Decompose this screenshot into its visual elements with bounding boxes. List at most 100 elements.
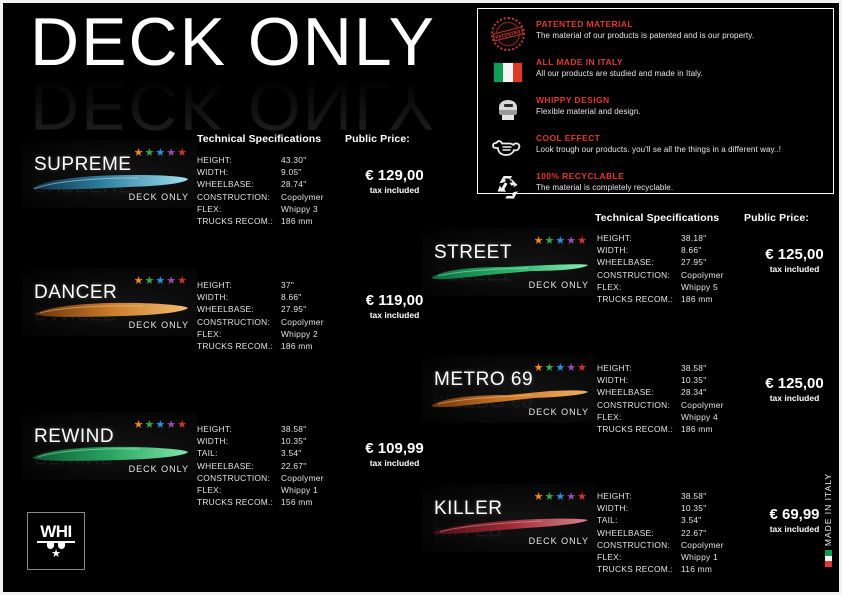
star-icon: ★ — [177, 419, 187, 431]
star-icon: ★ — [577, 235, 587, 247]
deck-illustration — [428, 385, 590, 411]
spec-row: CONSTRUCTION: Copolymer — [597, 539, 724, 550]
spec-table: HEIGHT: 38.58" WIDTH: 10.35" TAIL: 3.54" WH… — [597, 490, 724, 575]
feature-title: WHIPPY DESIGN — [536, 95, 610, 105]
left-specs-heading: Technical Specifications — [197, 133, 322, 145]
price-note: tax included — [769, 393, 820, 403]
price-value: € 125,00 — [765, 375, 824, 392]
rating-stars: ★ ★ ★ ★ ★ — [134, 276, 187, 287]
right-price-heading: Public Price: — [744, 212, 809, 224]
rating-stars: ★ ★ ★ ★ ★ — [134, 148, 187, 159]
logo-bar — [37, 541, 75, 543]
feature-title: COOL EFFECT — [536, 133, 601, 143]
star-icon: ★ — [555, 235, 566, 247]
spec-row: HEIGHT: 37" — [197, 280, 295, 290]
price-block: € 125,00 tax included — [742, 246, 842, 274]
feature-description: Flexible material and design. — [536, 107, 641, 116]
star-icon: ★ — [144, 275, 155, 287]
star-icon: ★ — [144, 147, 155, 159]
feature-item-made-in-italy: ALL MADE IN ITALY All our products are s… — [488, 56, 823, 88]
spec-table: HEIGHT: 38.58" WIDTH: 10.35" TAIL: 3.54" WH… — [197, 423, 324, 508]
price-block: € 125,00 tax included — [742, 375, 842, 403]
star-icon: ★ — [544, 235, 555, 247]
spec-row: CONSTRUCTION: Copolymer — [597, 399, 724, 410]
deck-illustration — [28, 298, 190, 324]
star-icon: ★ — [155, 275, 166, 287]
feature-item-recyclable: 100% RECYCLABLE The material is complete… — [488, 170, 823, 202]
spec-row: TRUCKS RECOM.: 156 mm — [197, 497, 313, 508]
deck-only-label: DECK ONLY — [528, 280, 589, 290]
spec-row: WIDTH: 9.05" — [197, 167, 302, 178]
deck-only-label: DECK ONLY — [528, 536, 589, 546]
star-icon: ★ — [166, 275, 177, 287]
spec-row: HEIGHT: 38.58" — [197, 424, 307, 434]
product-artwork: STREET STREET ★★★★★ DECK ONLY — [422, 228, 597, 296]
spec-table: HEIGHT: 38.18" WIDTH: 8.66" WHEELBASE: 27.9… — [597, 232, 724, 305]
star-icon: ★ — [144, 419, 155, 431]
price-value: € 125,00 — [765, 246, 824, 263]
product-artwork: REWIND REWIND ★★★★★ DECK ONLY — [22, 412, 197, 480]
right-specs-heading: Technical Specifications — [595, 212, 720, 224]
spec-row: TRUCKS RECOM.: 186 mm — [197, 341, 313, 352]
star-icon: ★ — [544, 362, 555, 374]
spec-row: FLEX: Whippy 1 — [197, 485, 318, 496]
product-name: REWIND — [34, 426, 115, 447]
star-icon: ★ — [544, 491, 555, 503]
star-icon: ★ — [555, 491, 566, 503]
spec-row: FLEX: Whippy 4 — [597, 411, 718, 422]
star-icon: ★ — [577, 362, 587, 374]
spec-row: WHEELBASE: 22.67" — [597, 527, 707, 538]
feature-description: The material is completely recyclable. — [536, 183, 674, 192]
price-block: € 119,00 tax included — [342, 292, 447, 320]
star-icon: ★ — [566, 491, 577, 503]
price-block: € 69,99 tax included — [742, 506, 842, 534]
product-artwork: KILLER KILLER ★★★★★ DECK ONLY — [422, 484, 597, 552]
spec-row: TAIL: 3.54" — [197, 448, 302, 459]
spec-row: TRUCKS RECOM.: 186 mm — [597, 424, 713, 435]
spec-row: CONSTRUCTION: Copolymer — [197, 472, 324, 483]
star-icon: ★ — [555, 362, 566, 374]
price-value: € 69,99 — [769, 506, 820, 523]
star-icon: ★ — [533, 362, 544, 374]
spec-row: WHEELBASE: 27.95" — [197, 304, 307, 315]
spec-row: FLEX: Whippy 1 — [597, 552, 718, 563]
rating-stars: ★ ★ ★ ★ ★ — [534, 236, 587, 247]
star-icon: ★ — [166, 419, 177, 431]
feature-item-whippy-design: WHIPPY DESIGN Flexible material and desi… — [488, 94, 823, 126]
product-artwork: DANCER DANCER ★★★★★ DECK ONLY — [22, 268, 197, 336]
feature-item-patented-material: PATENTED PATENTED MATERIAL The material … — [488, 17, 823, 51]
left-price-heading: Public Price: — [345, 133, 410, 145]
spec-row: HEIGHT: 38.58" — [597, 491, 707, 501]
spec-table: HEIGHT: 43.30" WIDTH: 9.05" WHEELBASE: 28.7… — [197, 154, 324, 227]
brand-logo[interactable]: WHI ★ — [27, 512, 85, 570]
deck-illustration — [28, 442, 190, 468]
feature-description: The material of our products is patented… — [536, 31, 755, 40]
feature-title: PATENTED MATERIAL — [536, 19, 633, 29]
feature-title: ALL MADE IN ITALY — [536, 57, 623, 67]
spec-row: CONSTRUCTION: Copolymer — [197, 316, 324, 327]
star-icon: ★ — [177, 275, 187, 287]
spec-table: HEIGHT: 37" WIDTH: 8.66" WHEELBASE: 27.95" … — [197, 279, 324, 352]
price-value: € 119,00 — [365, 292, 424, 309]
star-icon: ★ — [177, 147, 187, 159]
spec-row: WIDTH: 10.35" — [597, 503, 707, 514]
spec-row: FLEX: Whippy 3 — [197, 203, 318, 214]
hero-title-block: DECK ONLY DECK ONLY — [30, 8, 460, 144]
price-block: € 109,99 tax included — [342, 440, 447, 468]
feature-item-cool-effect: COOL EFFECT Look trough our products. yo… — [488, 132, 823, 164]
product-name: STREET — [434, 242, 512, 263]
spec-row: FLEX: Whippy 5 — [597, 281, 718, 292]
spec-row: TRUCKS RECOM.: 186 mm — [197, 216, 313, 227]
spec-row: CONSTRUCTION: Copolymer — [197, 191, 324, 202]
deck-illustration — [428, 514, 590, 540]
spec-row: WIDTH: 10.35" — [197, 436, 307, 447]
product-name: KILLER — [434, 498, 503, 519]
product-name: METRO 69 — [434, 369, 534, 390]
price-note: tax included — [369, 310, 420, 320]
made-in-italy-label: MADE IN ITALY — [823, 472, 833, 546]
logo-star-icon: ★ — [51, 548, 61, 560]
price-value: € 109,99 — [365, 440, 424, 457]
logo-teeth — [47, 543, 65, 549]
star-icon: ★ — [566, 362, 577, 374]
